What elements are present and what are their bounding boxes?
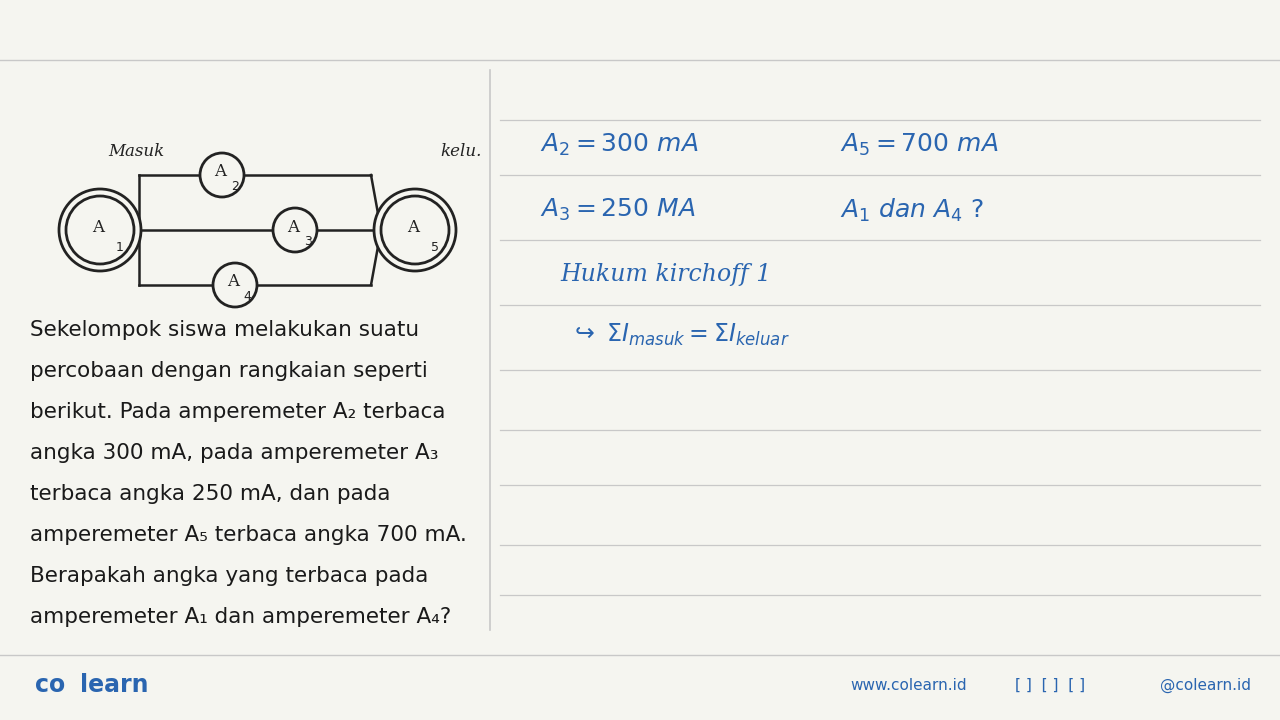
Text: 4: 4 — [243, 290, 252, 303]
Circle shape — [374, 189, 456, 271]
Text: kelu.: kelu. — [440, 143, 481, 161]
Text: $A_3 = 250\ MA$: $A_3 = 250\ MA$ — [540, 197, 696, 223]
Text: A: A — [92, 218, 104, 235]
Circle shape — [200, 153, 244, 197]
Text: Masuk: Masuk — [108, 143, 164, 161]
Text: co: co — [35, 673, 65, 697]
Text: 5: 5 — [430, 241, 439, 254]
Circle shape — [273, 208, 317, 252]
Text: 3: 3 — [303, 235, 312, 248]
Text: percobaan dengan rangkaian seperti: percobaan dengan rangkaian seperti — [29, 361, 428, 381]
Circle shape — [381, 196, 449, 264]
Text: $\hookrightarrow\ \Sigma I_{masuk} = \Sigma I_{keluar}$: $\hookrightarrow\ \Sigma I_{masuk} = \Si… — [570, 322, 790, 348]
Text: A: A — [407, 218, 419, 235]
Text: A: A — [227, 274, 239, 290]
Text: learn: learn — [79, 673, 148, 697]
Text: amperemeter A₁ dan amperemeter A₄?: amperemeter A₁ dan amperemeter A₄? — [29, 607, 452, 627]
Text: Berapakah angka yang terbaca pada: Berapakah angka yang terbaca pada — [29, 566, 429, 586]
Text: A: A — [287, 218, 300, 235]
Circle shape — [59, 189, 141, 271]
Text: angka 300 mA, pada amperemeter A₃: angka 300 mA, pada amperemeter A₃ — [29, 443, 439, 463]
Text: $A_2 = 300\ mA$: $A_2 = 300\ mA$ — [540, 132, 699, 158]
Text: [ ]  [ ]  [ ]: [ ] [ ] [ ] — [1015, 678, 1085, 693]
Text: terbaca angka 250 mA, dan pada: terbaca angka 250 mA, dan pada — [29, 484, 390, 504]
Text: $A_5 = 700\ mA$: $A_5 = 700\ mA$ — [840, 132, 998, 158]
Text: A: A — [214, 163, 227, 181]
Text: $A_1\ dan\ A_4\ ?$: $A_1\ dan\ A_4\ ?$ — [840, 197, 984, 224]
Text: amperemeter A₅ terbaca angka 700 mA.: amperemeter A₅ terbaca angka 700 mA. — [29, 525, 467, 545]
Text: @colearn.id: @colearn.id — [1160, 678, 1251, 693]
Text: 2: 2 — [230, 180, 238, 193]
Text: Sekelompok siswa melakukan suatu: Sekelompok siswa melakukan suatu — [29, 320, 419, 340]
Text: Hukum kirchoff 1: Hukum kirchoff 1 — [561, 264, 772, 287]
Text: berikut. Pada amperemeter A₂ terbaca: berikut. Pada amperemeter A₂ terbaca — [29, 402, 445, 422]
Text: 1: 1 — [115, 241, 124, 254]
Circle shape — [67, 196, 134, 264]
Text: www.colearn.id: www.colearn.id — [850, 678, 966, 693]
Circle shape — [212, 263, 257, 307]
